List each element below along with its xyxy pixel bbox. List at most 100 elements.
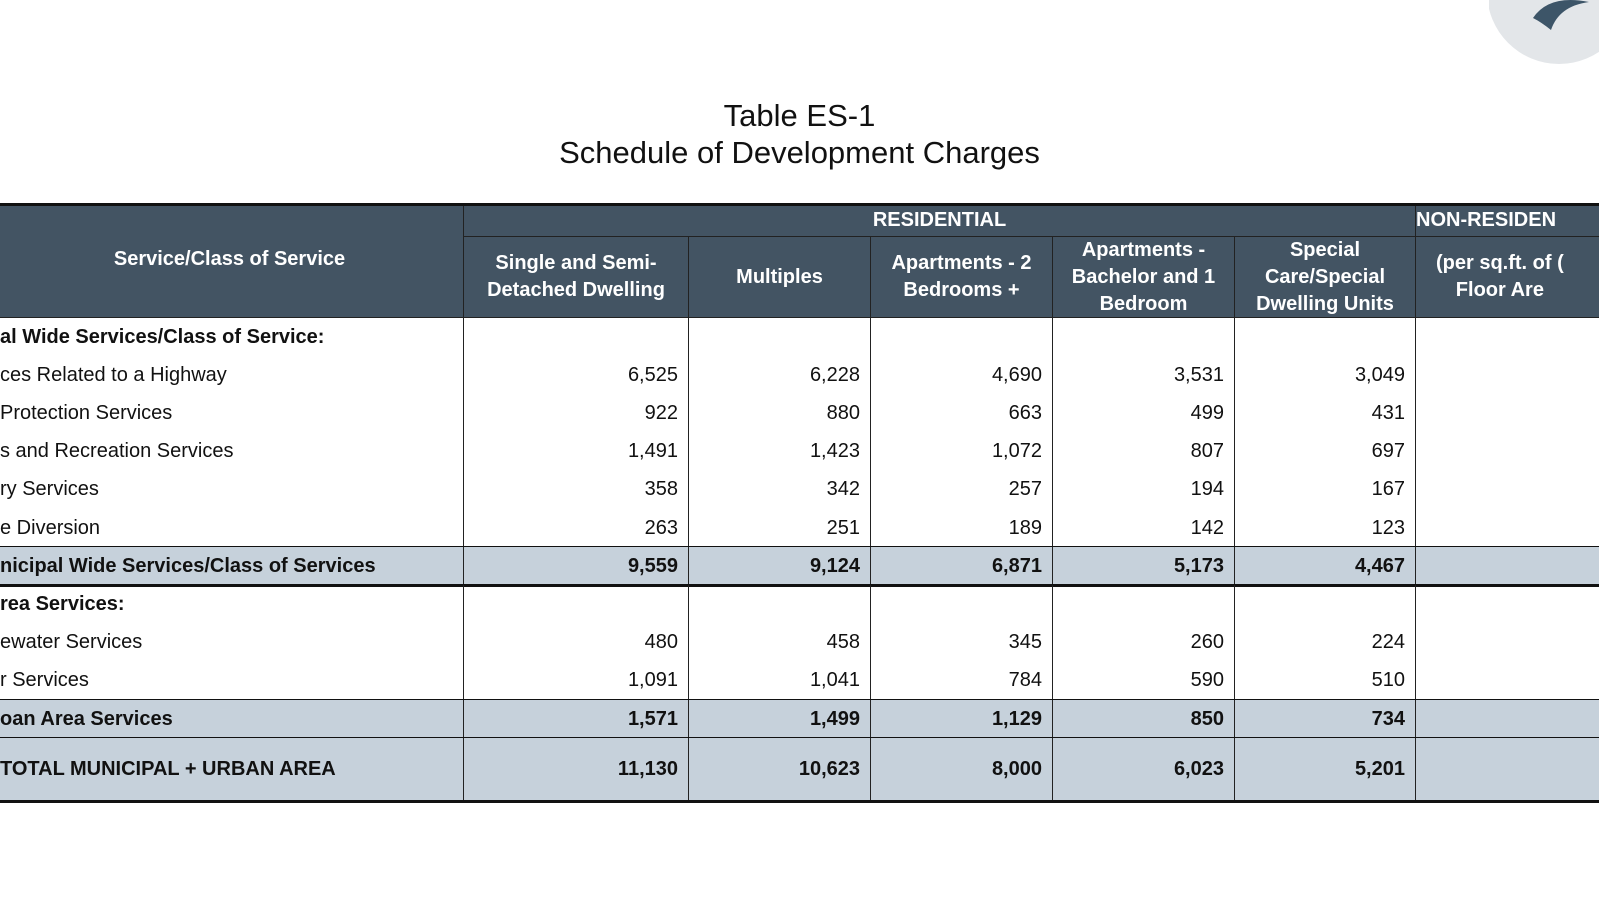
value-cell bbox=[1416, 662, 1599, 700]
value-cell: 5,201 bbox=[1235, 738, 1416, 802]
value-cell: 10,623 bbox=[689, 738, 871, 802]
value-cell: 6,228 bbox=[689, 356, 871, 395]
value-cell: 1,041 bbox=[689, 661, 871, 700]
value-cell bbox=[689, 585, 871, 624]
section-heading: rea Services: bbox=[0, 585, 464, 624]
value-cell: 345 bbox=[871, 623, 1053, 662]
row-label: ces Related to a Highway bbox=[0, 356, 464, 395]
value-cell bbox=[1416, 318, 1599, 356]
table-subtitle: Schedule of Development Charges bbox=[559, 135, 1040, 170]
row-label: ry Services bbox=[0, 470, 464, 509]
value-cell: 5,173 bbox=[1053, 547, 1235, 586]
value-cell: 8,000 bbox=[871, 738, 1053, 802]
value-cell bbox=[464, 585, 689, 624]
row-label: r Services bbox=[0, 661, 464, 700]
section-heading: al Wide Services/Class of Service: bbox=[0, 318, 464, 357]
logo bbox=[1489, 0, 1599, 64]
row-label: Protection Services bbox=[0, 394, 464, 433]
value-cell bbox=[1235, 318, 1416, 357]
value-cell bbox=[1416, 738, 1599, 802]
value-cell bbox=[1416, 356, 1599, 394]
value-cell: 251 bbox=[689, 509, 871, 548]
value-cell: 734 bbox=[1235, 700, 1416, 739]
value-cell: 123 bbox=[1235, 509, 1416, 548]
value-cell bbox=[1053, 318, 1235, 357]
value-cell bbox=[1235, 585, 1416, 624]
value-cell: 194 bbox=[1053, 470, 1235, 509]
column-header: Special Care/Special Dwelling Units bbox=[1235, 237, 1416, 318]
value-cell: 1,423 bbox=[689, 432, 871, 471]
value-cell: 510 bbox=[1235, 661, 1416, 700]
row-label: s and Recreation Services bbox=[0, 432, 464, 471]
row-label: oan Area Services bbox=[0, 700, 464, 739]
value-cell bbox=[1416, 547, 1599, 586]
value-cell bbox=[1416, 700, 1599, 739]
value-cell: 257 bbox=[871, 470, 1053, 509]
column-header: Apartments - 2 Bedrooms + bbox=[871, 237, 1053, 318]
value-cell: 167 bbox=[1235, 470, 1416, 509]
value-cell: 880 bbox=[689, 394, 871, 433]
value-cell bbox=[871, 318, 1053, 357]
value-cell bbox=[1416, 585, 1599, 623]
row-label: TOTAL MUNICIPAL + URBAN AREA bbox=[0, 738, 464, 802]
value-cell: 6,525 bbox=[464, 356, 689, 395]
value-cell: 590 bbox=[1053, 661, 1235, 700]
value-cell: 807 bbox=[1053, 432, 1235, 471]
value-cell: 1,072 bbox=[871, 432, 1053, 471]
value-cell: 3,049 bbox=[1235, 356, 1416, 395]
value-cell bbox=[1416, 394, 1599, 432]
header-cell: Service/Class of Service bbox=[0, 205, 464, 318]
value-cell: 6,871 bbox=[871, 547, 1053, 586]
value-cell: 358 bbox=[464, 470, 689, 509]
column-header: Single and Semi- Detached Dwelling bbox=[464, 237, 689, 318]
header-group: RESIDENTIAL bbox=[464, 205, 1416, 237]
value-cell: 1,571 bbox=[464, 700, 689, 739]
value-cell bbox=[1416, 624, 1599, 662]
value-cell: 431 bbox=[1235, 394, 1416, 433]
table-title: Table ES-1 bbox=[723, 98, 876, 133]
rule bbox=[0, 583, 1599, 587]
row-label: e Diversion bbox=[0, 509, 464, 548]
value-cell bbox=[464, 318, 689, 357]
value-cell: 663 bbox=[871, 394, 1053, 433]
value-cell bbox=[1053, 585, 1235, 624]
value-cell: 499 bbox=[1053, 394, 1235, 433]
value-cell: 1,091 bbox=[464, 661, 689, 700]
value-cell: 342 bbox=[689, 470, 871, 509]
header-group: NON-RESIDEN bbox=[1416, 205, 1599, 237]
rule bbox=[0, 799, 1599, 803]
value-cell: 1,129 bbox=[871, 700, 1053, 739]
value-cell: 458 bbox=[689, 623, 871, 662]
value-cell: 263 bbox=[464, 509, 689, 548]
value-cell: 6,023 bbox=[1053, 738, 1235, 802]
row-label: nicipal Wide Services/Class of Services bbox=[0, 547, 464, 586]
value-cell bbox=[689, 318, 871, 357]
value-cell: 4,467 bbox=[1235, 547, 1416, 586]
value-cell: 11,130 bbox=[464, 738, 689, 802]
column-header: Apartments - Bachelor and 1 Bedroom bbox=[1053, 237, 1235, 318]
value-cell: 142 bbox=[1053, 509, 1235, 548]
row-label: ewater Services bbox=[0, 623, 464, 662]
value-cell: 3,531 bbox=[1053, 356, 1235, 395]
value-cell: 850 bbox=[1053, 700, 1235, 739]
value-cell bbox=[1416, 509, 1599, 547]
value-cell: 922 bbox=[464, 394, 689, 433]
value-cell bbox=[1416, 433, 1599, 471]
rule bbox=[0, 203, 1599, 206]
value-cell: 480 bbox=[464, 623, 689, 662]
column-header: (per sq.ft. of ( Floor Are bbox=[1416, 237, 1599, 318]
value-cell: 784 bbox=[871, 661, 1053, 700]
value-cell: 697 bbox=[1235, 432, 1416, 471]
value-cell: 189 bbox=[871, 509, 1053, 548]
value-cell: 4,690 bbox=[871, 356, 1053, 395]
value-cell: 9,559 bbox=[464, 547, 689, 586]
value-cell bbox=[871, 585, 1053, 624]
value-cell: 9,124 bbox=[689, 547, 871, 586]
column-header: Multiples bbox=[689, 237, 871, 318]
value-cell: 260 bbox=[1053, 623, 1235, 662]
value-cell: 224 bbox=[1235, 623, 1416, 662]
value-cell: 1,491 bbox=[464, 432, 689, 471]
value-cell bbox=[1416, 471, 1599, 509]
value-cell: 1,499 bbox=[689, 700, 871, 739]
